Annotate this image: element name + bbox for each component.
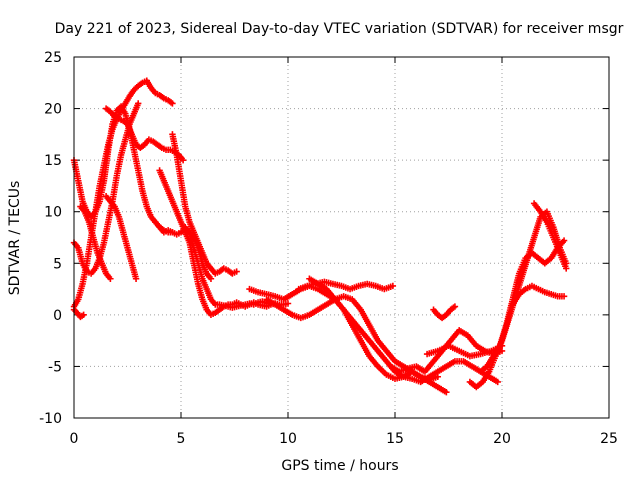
axis-ticks bbox=[73, 56, 610, 419]
series-track-19 bbox=[430, 303, 459, 322]
series-track-12 bbox=[182, 223, 270, 311]
data-point bbox=[560, 237, 568, 244]
chart-title: Day 221 of 2023, Sidereal Day-to-day VTE… bbox=[55, 21, 624, 37]
data-point bbox=[135, 100, 142, 107]
y-tick-label: 15 bbox=[44, 153, 62, 169]
series-track-08 bbox=[102, 193, 140, 282]
series-track-21 bbox=[477, 237, 568, 375]
y-axis-label: SDTVAR / TECUs bbox=[7, 181, 23, 296]
series-track-23 bbox=[530, 200, 570, 272]
x-tick-label: 5 bbox=[177, 431, 186, 447]
y-tick-label: 5 bbox=[53, 256, 62, 272]
data-point bbox=[207, 275, 215, 282]
series-track-14 bbox=[263, 293, 450, 396]
y-tick-label: 25 bbox=[44, 50, 62, 66]
plot-frame bbox=[73, 56, 610, 419]
x-tick-label: 10 bbox=[279, 431, 297, 447]
data-point bbox=[233, 268, 240, 275]
data-point bbox=[563, 265, 570, 272]
y-tick-labels: -10 -5 0 5 10 15 20 25 bbox=[39, 50, 62, 427]
x-tick-label: 20 bbox=[493, 431, 511, 447]
grid-lines bbox=[74, 57, 609, 418]
data-points bbox=[70, 77, 570, 396]
y-tick-label: -5 bbox=[48, 359, 62, 375]
y-tick-label: 10 bbox=[44, 205, 62, 221]
x-tick-labels: 0 5 10 15 20 25 bbox=[70, 431, 618, 447]
series-track-22 bbox=[509, 282, 568, 308]
data-point bbox=[389, 282, 397, 290]
series-track-02 bbox=[143, 77, 176, 107]
y-tick-label: 20 bbox=[44, 102, 62, 118]
data-point bbox=[284, 300, 292, 307]
data-point bbox=[132, 275, 140, 282]
series-track-10 bbox=[70, 306, 87, 321]
data-point bbox=[169, 100, 176, 107]
y-tick-label: 0 bbox=[53, 308, 62, 324]
data-point bbox=[80, 311, 87, 319]
data-point bbox=[560, 293, 568, 300]
data-point bbox=[443, 389, 450, 396]
x-tick-label: 25 bbox=[600, 431, 618, 447]
data-point bbox=[494, 378, 501, 386]
x-axis-label: GPS time / hours bbox=[281, 458, 398, 474]
data-point bbox=[107, 275, 114, 282]
data-point bbox=[451, 303, 459, 310]
x-tick-label: 15 bbox=[386, 431, 404, 447]
y-tick-label: -10 bbox=[39, 411, 62, 427]
series-track-06 bbox=[169, 131, 240, 277]
series-track-09 bbox=[77, 203, 114, 282]
data-point bbox=[179, 156, 187, 164]
x-tick-label: 0 bbox=[70, 431, 79, 447]
